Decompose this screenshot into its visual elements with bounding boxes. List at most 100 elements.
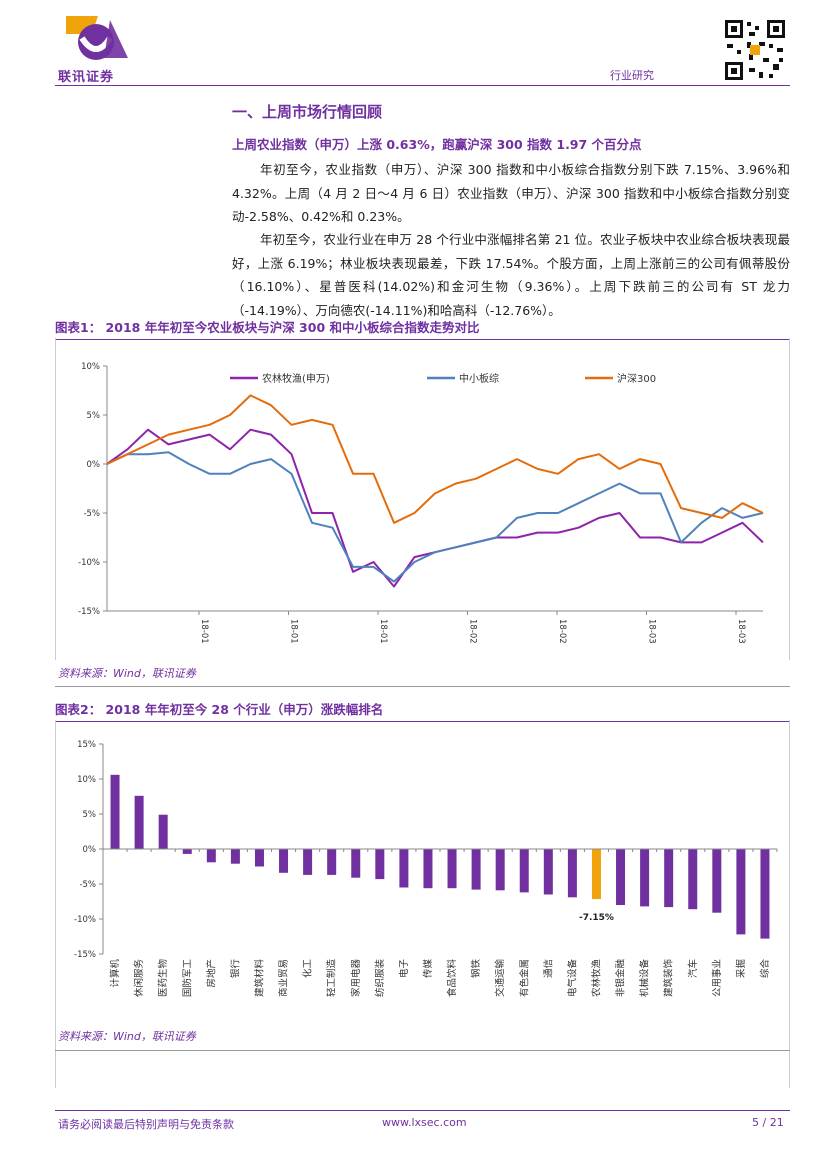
bar-纺织服装 [375, 849, 385, 880]
bar-汽车 [688, 849, 698, 910]
legend-label: 农林牧渔(申万) [262, 372, 330, 385]
y-tick-label: -15% [78, 607, 100, 617]
bar-非银金融 [616, 849, 626, 905]
category-label: 食品饮料 [446, 959, 458, 998]
y-tick-label: -10% [74, 915, 96, 925]
x-tick-label: 18-01 [289, 619, 299, 644]
bar-交通运输 [495, 849, 505, 891]
category-label: 农林牧渔 [590, 959, 602, 998]
subtitle: 上周农业指数（申万）上涨 0.63%，跑赢沪深 300 指数 1.97 个百分点 [232, 137, 642, 152]
bar-轻工制造 [327, 849, 337, 875]
figure2-mid-line [55, 1050, 790, 1051]
logo-text: 联讯证券 [58, 70, 115, 85]
bar-银行 [230, 849, 240, 864]
bar-通信 [543, 849, 553, 895]
y-tick-label: -5% [79, 880, 96, 890]
section-label: 行业研究 [610, 69, 654, 82]
bar-医药生物 [158, 814, 168, 849]
company-logo-icon [58, 12, 136, 84]
bar-传媒 [423, 849, 433, 889]
page-number: 5 / 21 [752, 1116, 784, 1129]
paragraph-2: 年初至今，农业行业在申万 28 个行业中涨幅排名第 21 位。农业子板块中农业综… [232, 232, 790, 318]
bar-钢铁 [471, 849, 481, 890]
y-tick-label: 5% [87, 411, 101, 421]
category-label: 商业贸易 [278, 959, 290, 997]
y-tick-label: -15% [74, 950, 96, 960]
category-label: 银行 [229, 959, 241, 979]
figure2-source: 资料来源：Wind，联讯证券 [58, 1030, 196, 1043]
bar-国防军工 [182, 849, 192, 854]
footer-divider [55, 1110, 790, 1111]
category-label: 轻工制造 [326, 959, 338, 998]
x-tick-label: 18-02 [468, 619, 478, 644]
category-label: 汽车 [687, 959, 699, 978]
category-label: 电气设备 [566, 959, 578, 998]
figure2-title: 图表2： 2018 年年初至今 28 个行业（申万）涨跌幅排名 [55, 699, 790, 722]
bar-房地产 [206, 849, 216, 863]
bar-农林牧渔 [591, 849, 601, 900]
x-tick-label: 18-01 [378, 619, 388, 644]
category-label: 建筑材料 [253, 959, 265, 998]
category-label: 计算机 [109, 959, 121, 988]
figure2-frame [55, 720, 790, 1088]
series-line-1 [106, 451, 764, 583]
y-tick-label: 0% [83, 845, 97, 855]
category-label: 有色金属 [518, 959, 530, 997]
category-label: 通信 [542, 959, 554, 978]
bar-食品饮料 [447, 849, 457, 889]
category-label: 家用电器 [350, 959, 362, 998]
bar-电子 [399, 849, 409, 888]
footer-disclaimer[interactable]: 请务必阅读最后特别声明与免责条款 [58, 1118, 234, 1131]
category-label: 房地产 [205, 959, 217, 988]
bar-商业贸易 [279, 849, 289, 873]
category-label: 医药生物 [157, 959, 169, 998]
y-tick-label: -5% [83, 509, 100, 519]
legend-label: 沪深300 [617, 372, 656, 385]
figure1-bottom-line [55, 686, 790, 687]
category-label: 钢铁 [470, 959, 482, 979]
bar-chart: 15% 10% 5% 0% -5% -10% -15% 计算机 休闲服务 医药生物 国防军工 房地产银… [74, 740, 778, 998]
category-label: 公用事业 [711, 959, 723, 997]
category-label: 交通运输 [494, 959, 506, 998]
bar-化工 [303, 849, 313, 875]
category-label: 建筑装饰 [663, 959, 675, 997]
y-tick-label: 0% [87, 460, 101, 470]
y-tick-label: 10% [77, 775, 96, 785]
footer-website-link[interactable]: www.lxsec.com [382, 1116, 467, 1129]
figure1-frame [55, 338, 790, 660]
category-label: 休闲服务 [133, 959, 145, 998]
x-tick-label: 18-03 [647, 619, 657, 644]
category-label: 非银金融 [615, 959, 627, 998]
bar-机械设备 [640, 849, 650, 907]
bar-建筑装饰 [664, 849, 674, 908]
y-tick-label: 10% [81, 362, 100, 372]
qr-code-icon [723, 18, 787, 82]
series-line-2 [106, 394, 764, 524]
bar-家用电器 [351, 849, 361, 878]
line-chart: 10% 5% 0% -5% -10% -15% 18-01 18-01 18-01 18-02 18… [78, 362, 764, 644]
bar-有色金属 [519, 849, 529, 893]
data-label: -7.15% [579, 913, 614, 923]
y-tick-label: 5% [83, 810, 97, 820]
header-divider [55, 85, 790, 86]
category-label: 综合 [759, 959, 771, 979]
category-label: 电子 [398, 959, 410, 979]
category-label: 采掘 [735, 959, 747, 978]
figure1-title: 图表1： 2018 年年初至今农业板块与沪深 300 和中小板综合指数走势对比 [55, 317, 790, 340]
bar-计算机 [110, 774, 120, 849]
bar-采掘 [736, 849, 746, 935]
figure1-source: 资料来源：Wind，联讯证券 [58, 667, 196, 680]
bar-休闲服务 [134, 795, 144, 849]
section-title: 一、上周市场行情回顾 [232, 103, 383, 121]
x-tick-label: 18-02 [557, 619, 567, 644]
category-label: 传媒 [422, 959, 434, 979]
bar-建筑材料 [254, 849, 264, 867]
legend-label: 中小板综 [459, 372, 499, 385]
bar-综合 [760, 849, 770, 939]
y-tick-label: 15% [77, 740, 96, 750]
bar-电气设备 [567, 849, 577, 898]
x-tick-label: 18-01 [199, 619, 209, 644]
bar-公用事业 [712, 849, 722, 913]
category-label: 国防军工 [181, 959, 193, 998]
series-line-0 [106, 428, 764, 588]
